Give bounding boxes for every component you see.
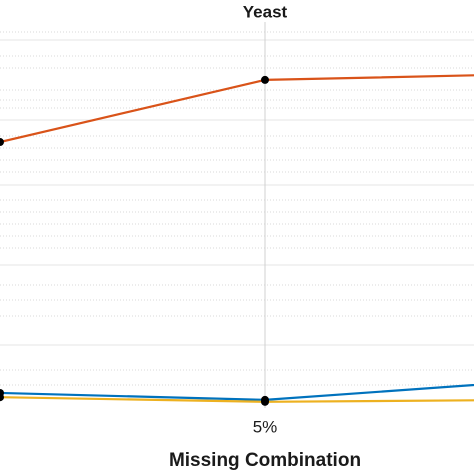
x-axis-label: Missing Combination [169, 450, 361, 471]
x-tick-label: 5% [253, 417, 278, 436]
series-line [0, 383, 474, 401]
chart-title: Yeast [243, 2, 288, 21]
point-marker [261, 397, 269, 406]
plot-area [0, 74, 474, 406]
grid [0, 22, 474, 408]
point-marker [0, 393, 4, 402]
point-marker [0, 138, 4, 147]
point-marker [261, 75, 269, 84]
